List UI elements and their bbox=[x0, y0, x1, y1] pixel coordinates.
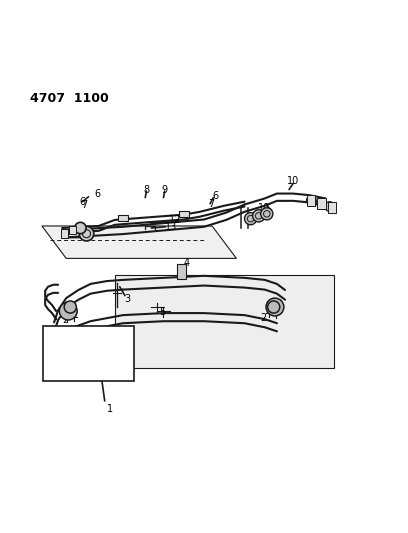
FancyBboxPatch shape bbox=[69, 225, 76, 235]
Circle shape bbox=[64, 301, 76, 313]
FancyBboxPatch shape bbox=[307, 195, 315, 206]
Text: 4: 4 bbox=[184, 259, 190, 268]
Text: 9: 9 bbox=[162, 184, 168, 195]
Text: 2: 2 bbox=[62, 315, 69, 325]
FancyBboxPatch shape bbox=[43, 327, 134, 381]
Polygon shape bbox=[115, 274, 334, 368]
Circle shape bbox=[79, 227, 94, 241]
Text: 13: 13 bbox=[165, 222, 177, 232]
Text: 10: 10 bbox=[258, 203, 270, 213]
Text: 4707  1100: 4707 1100 bbox=[30, 92, 109, 105]
Circle shape bbox=[261, 208, 273, 220]
Text: 3: 3 bbox=[124, 294, 130, 304]
Circle shape bbox=[59, 302, 77, 320]
Circle shape bbox=[306, 196, 316, 205]
Text: 6: 6 bbox=[212, 191, 218, 200]
Text: 10: 10 bbox=[287, 176, 299, 187]
Text: 6: 6 bbox=[94, 189, 100, 199]
Circle shape bbox=[317, 198, 326, 208]
Circle shape bbox=[325, 201, 335, 212]
Text: 2: 2 bbox=[260, 313, 267, 324]
Polygon shape bbox=[42, 226, 236, 259]
Text: 7: 7 bbox=[208, 199, 214, 209]
Text: 12: 12 bbox=[169, 215, 181, 225]
Circle shape bbox=[244, 213, 257, 225]
Text: 11: 11 bbox=[317, 201, 330, 211]
FancyBboxPatch shape bbox=[317, 198, 326, 208]
Text: 7: 7 bbox=[81, 199, 88, 209]
FancyBboxPatch shape bbox=[328, 203, 336, 213]
Text: 8: 8 bbox=[143, 184, 149, 195]
Text: 1: 1 bbox=[107, 404, 113, 414]
FancyBboxPatch shape bbox=[179, 211, 188, 217]
Text: 5: 5 bbox=[160, 307, 166, 317]
Circle shape bbox=[253, 210, 265, 222]
Text: 6: 6 bbox=[80, 197, 86, 207]
FancyBboxPatch shape bbox=[177, 264, 186, 279]
FancyBboxPatch shape bbox=[118, 215, 128, 221]
Circle shape bbox=[268, 301, 280, 313]
Circle shape bbox=[75, 222, 86, 233]
FancyBboxPatch shape bbox=[60, 229, 68, 238]
Circle shape bbox=[266, 298, 284, 316]
